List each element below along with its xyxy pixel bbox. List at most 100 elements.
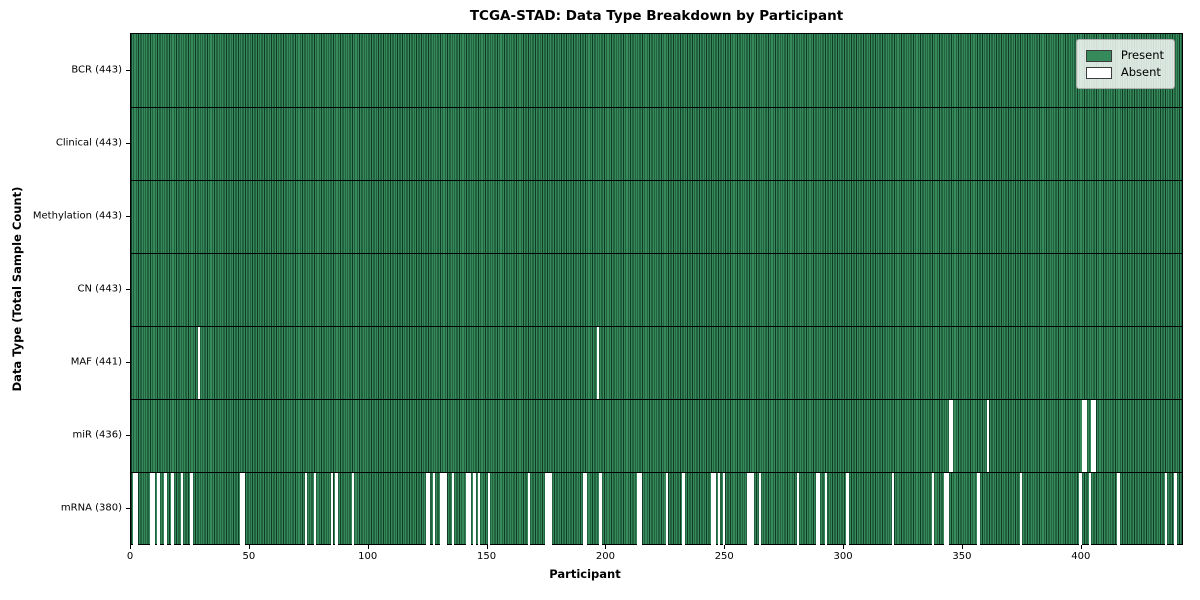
y-axis-label: Data Type (Total Sample Count) xyxy=(10,186,24,392)
y-tick-mark xyxy=(126,215,130,217)
absent-bar-mir xyxy=(986,400,990,473)
absent-bar-mrna xyxy=(846,473,849,546)
absent-bar-mrna xyxy=(180,473,184,546)
absent-bar-mrna xyxy=(304,473,307,546)
y-tick-mark xyxy=(126,289,130,290)
y-tick-mark xyxy=(126,69,130,71)
absent-bar-mrna xyxy=(527,473,531,546)
absent-bar-mrna xyxy=(314,473,317,546)
absent-bar-mrna xyxy=(440,473,448,546)
absent-bar-mrna xyxy=(1117,473,1120,546)
y-tick-mark xyxy=(126,362,130,364)
absent-bar-mir xyxy=(1091,400,1097,473)
row-separator xyxy=(131,472,1182,474)
absent-bar-mrna xyxy=(335,473,338,546)
absent-bar-mrna xyxy=(171,473,174,546)
y-tick-label-mir: miR (436) xyxy=(72,429,122,441)
x-tick-label: 350 xyxy=(952,551,972,562)
x-tick-label: 400 xyxy=(1071,551,1091,562)
x-axis-label: Participant xyxy=(549,567,621,581)
absent-bar-mrna xyxy=(891,473,894,546)
x-tick-label: 250 xyxy=(714,551,734,562)
absent-bar-mrna xyxy=(478,473,481,546)
absent-bar-mrna xyxy=(599,473,602,546)
legend-label-present: Present xyxy=(1120,48,1164,62)
absent-bar-maf xyxy=(596,327,600,400)
y-tick-label-mrna: mRNA (380) xyxy=(60,502,122,514)
legend-swatch-absent-icon xyxy=(1085,66,1112,79)
x-tick-mark xyxy=(367,545,369,549)
absent-bar-mir xyxy=(948,400,954,473)
absent-bar-mrna xyxy=(1174,473,1177,546)
absent-bar-mrna xyxy=(150,473,155,546)
legend-item-present: Present xyxy=(1085,47,1164,64)
absent-bar-mrna xyxy=(710,473,716,546)
x-tick-mark xyxy=(1080,545,1082,549)
absent-bar-mrna xyxy=(932,473,935,546)
x-tick-mark xyxy=(248,545,250,549)
absent-bar-mrna xyxy=(977,473,980,546)
y-tick-mark xyxy=(126,142,130,144)
y-tick-label-maf: MAF (441) xyxy=(70,356,122,368)
x-tick-label: 300 xyxy=(833,551,853,562)
x-tick-mark xyxy=(605,545,607,549)
absent-bar-maf xyxy=(197,327,200,400)
y-tick-label-bcr: BCR (443) xyxy=(71,64,122,76)
absent-bar-mrna xyxy=(746,473,754,546)
y-tick-label-cn: CN (443) xyxy=(77,283,122,295)
legend-item-absent: Absent xyxy=(1085,64,1164,81)
y-tick-mark xyxy=(126,435,130,437)
row-separator xyxy=(131,326,1182,328)
absent-bar-mrna xyxy=(451,473,455,546)
x-tick-mark xyxy=(130,545,131,549)
absent-bar-mrna xyxy=(1079,473,1082,546)
absent-bar-mrna xyxy=(466,473,471,546)
absent-bar-mrna xyxy=(473,473,476,546)
absent-bar-mrna xyxy=(352,473,355,546)
absent-bar-mrna xyxy=(190,473,193,546)
absent-bar-mrna xyxy=(758,473,761,546)
x-tick-label: 200 xyxy=(595,551,615,562)
chart-title: TCGA-STAD: Data Type Breakdown by Partic… xyxy=(469,8,844,24)
absent-bar-mrna xyxy=(796,473,799,546)
x-tick-label: 100 xyxy=(358,551,378,562)
absent-bar-mrna xyxy=(815,473,821,546)
row-separator xyxy=(131,106,1182,108)
absent-bar-mrna xyxy=(722,473,726,546)
absent-bar-mrna xyxy=(1088,473,1092,546)
legend-label-absent: Absent xyxy=(1120,65,1161,79)
absent-bar-mrna xyxy=(637,473,643,546)
absent-bar-mrna xyxy=(582,473,588,546)
absent-bar-mrna xyxy=(240,473,246,546)
y-tick-label-clinical: Clinical (443) xyxy=(55,137,122,149)
absent-bar-mrna xyxy=(682,473,685,546)
plot-area: Present Absent xyxy=(130,33,1183,546)
x-tick-mark xyxy=(843,545,845,549)
absent-bar-mrna xyxy=(1019,473,1023,546)
absent-bar-mrna xyxy=(432,473,436,546)
x-tick-label: 0 xyxy=(126,551,134,562)
legend-swatch-present-icon xyxy=(1085,49,1112,62)
absent-bar-mrna xyxy=(425,473,431,546)
x-tick-label: 50 xyxy=(242,551,256,562)
x-tick-mark xyxy=(486,545,488,549)
absent-bar-mrna xyxy=(544,473,552,546)
x-tick-mark xyxy=(961,545,963,549)
absent-bar-mrna xyxy=(943,473,949,546)
x-tick-mark xyxy=(724,545,726,549)
x-tick-label: 150 xyxy=(476,551,497,562)
row-separator xyxy=(131,252,1182,254)
absent-bar-mrna xyxy=(487,473,490,546)
row-separator xyxy=(131,179,1182,181)
absent-bar-mrna xyxy=(665,473,669,546)
absent-bar-mir xyxy=(1081,400,1087,473)
absent-bar-mrna xyxy=(1164,473,1168,546)
absent-bar-mrna xyxy=(330,473,334,546)
absent-bar-mrna xyxy=(718,473,721,546)
absent-bar-mrna xyxy=(164,473,167,546)
legend: Present Absent xyxy=(1075,39,1175,89)
y-tick-label-methylation: Methylation (443) xyxy=(32,210,122,222)
y-tick-mark xyxy=(126,508,130,510)
row-separator xyxy=(131,399,1182,401)
